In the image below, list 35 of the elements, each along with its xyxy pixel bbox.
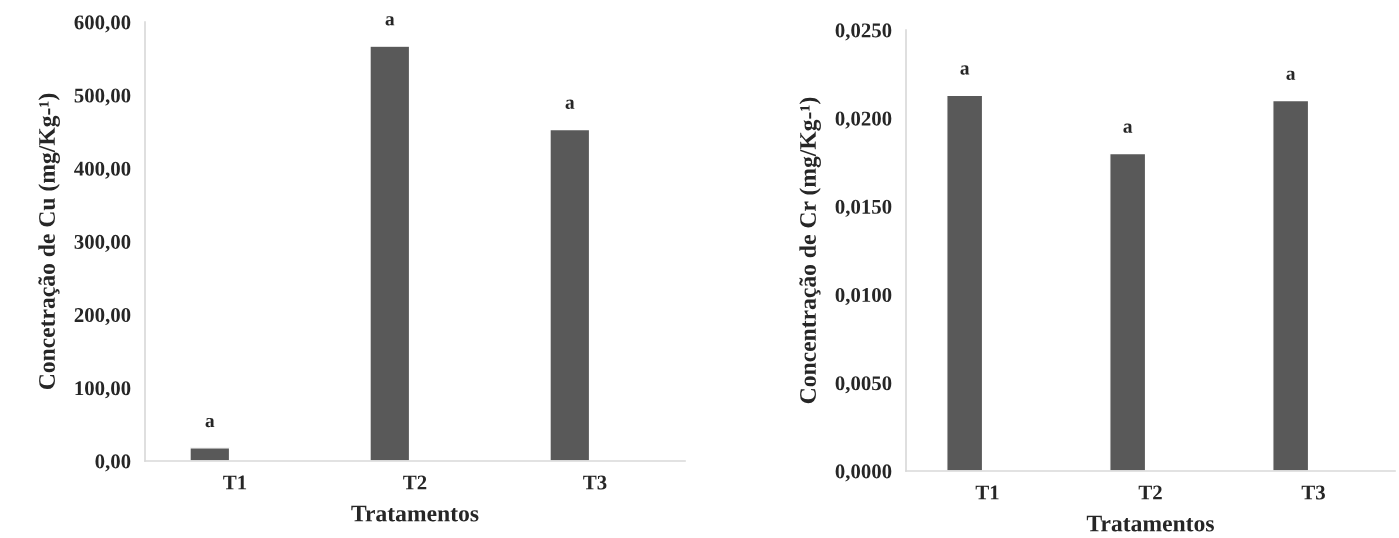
- x-tick-label: T1: [223, 475, 247, 490]
- bar: [189, 447, 231, 461]
- y-tick-label: 0,0250: [835, 23, 892, 41]
- data-label: a: [1123, 123, 1133, 133]
- y-tick-label: 100,00: [75, 381, 131, 399]
- y-tick-label: 600,00: [74, 15, 131, 33]
- bar: [946, 94, 984, 471]
- y-tick-label: 0,0000: [835, 464, 892, 482]
- y-tick-label: 0,00: [95, 454, 131, 472]
- x-tick-label: T1: [975, 485, 999, 500]
- data-label: a: [205, 417, 215, 428]
- x-tick-label: T3: [583, 475, 607, 490]
- x-axis-title: Tratamentos: [351, 505, 479, 522]
- data-label: a: [1286, 70, 1296, 80]
- data-label: a: [565, 99, 575, 109]
- bar: [1272, 99, 1310, 471]
- y-axis-title: Concentração de Cr (mg/Kg-¹): [799, 97, 821, 404]
- x-tick-label: T2: [1138, 485, 1162, 500]
- x-tick-label: T3: [1301, 485, 1325, 500]
- y-tick-label: 500,00: [74, 88, 131, 106]
- data-label: a: [960, 65, 970, 75]
- y-tick-label: 300,00: [74, 234, 131, 252]
- bar: [549, 128, 591, 461]
- data-label: a: [385, 16, 395, 26]
- bar: [369, 45, 411, 461]
- y-tick-label: 400,00: [74, 161, 131, 179]
- y-tick-label: 0,0100: [835, 287, 892, 306]
- y-axis-title: Concetração de Cu (mg/Kg-¹): [38, 93, 60, 390]
- y-tick-label: 200,00: [74, 308, 131, 326]
- bar: [1109, 152, 1147, 471]
- y-tick-label: 0,0050: [835, 376, 892, 394]
- x-axis-title: Tratamentos: [1086, 515, 1214, 532]
- x-tick-label: T2: [403, 475, 427, 490]
- y-tick-label: 0,0200: [835, 111, 892, 129]
- y-tick-label: 0,0150: [835, 199, 892, 217]
